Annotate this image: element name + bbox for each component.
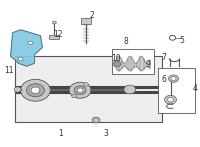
Text: 10: 10: [111, 54, 121, 64]
Circle shape: [77, 88, 83, 92]
Circle shape: [28, 41, 33, 45]
Circle shape: [92, 117, 100, 123]
Text: 12: 12: [54, 30, 63, 39]
Circle shape: [84, 83, 88, 86]
Circle shape: [113, 61, 121, 67]
Text: 5: 5: [179, 36, 184, 45]
Text: 1: 1: [58, 129, 63, 138]
Circle shape: [14, 87, 21, 92]
Circle shape: [69, 82, 91, 98]
Text: 6: 6: [161, 75, 166, 84]
Circle shape: [27, 84, 44, 97]
Polygon shape: [11, 30, 42, 66]
Circle shape: [165, 95, 176, 104]
Text: 3: 3: [104, 129, 108, 138]
FancyBboxPatch shape: [81, 18, 91, 24]
FancyBboxPatch shape: [112, 49, 154, 74]
Circle shape: [74, 86, 86, 95]
FancyBboxPatch shape: [15, 56, 162, 122]
Circle shape: [94, 119, 98, 121]
Circle shape: [124, 85, 136, 94]
FancyBboxPatch shape: [49, 35, 59, 39]
Circle shape: [169, 75, 178, 82]
Circle shape: [168, 97, 173, 102]
Text: 4: 4: [193, 83, 198, 93]
Circle shape: [171, 77, 176, 81]
Text: 11: 11: [4, 66, 13, 75]
Text: 8: 8: [123, 37, 128, 46]
Text: 7: 7: [161, 53, 166, 62]
Circle shape: [18, 57, 23, 61]
Circle shape: [72, 94, 77, 98]
FancyBboxPatch shape: [158, 68, 195, 113]
Circle shape: [52, 21, 56, 24]
Text: 2: 2: [90, 11, 94, 20]
Circle shape: [21, 79, 50, 101]
Text: 9: 9: [145, 60, 150, 69]
Circle shape: [31, 87, 40, 93]
Circle shape: [169, 35, 176, 40]
